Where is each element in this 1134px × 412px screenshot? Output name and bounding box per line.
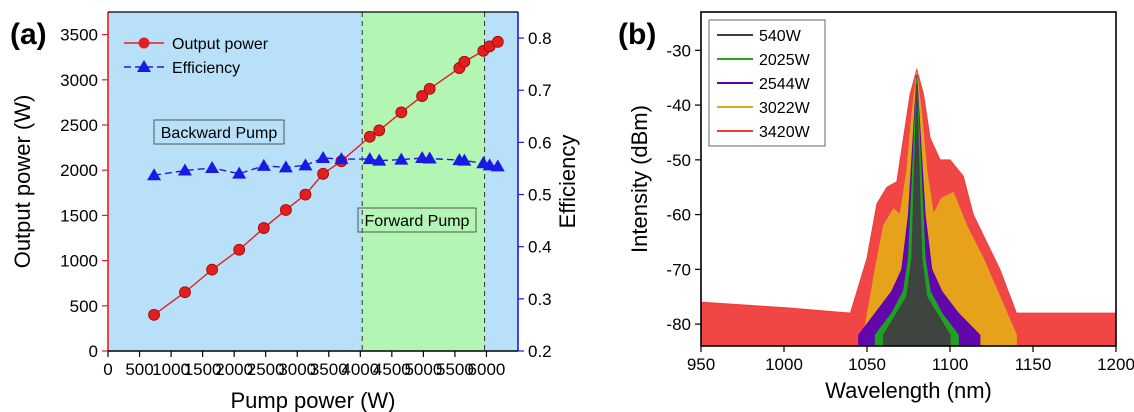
y-tick-label: 3000 xyxy=(60,71,98,90)
legend-marker-efficiency xyxy=(137,60,151,72)
data-point-output-power xyxy=(491,35,504,48)
data-point-efficiency xyxy=(232,166,247,179)
y-axis-label: Output power (W) xyxy=(10,95,35,269)
y-tick-label-b: -70 xyxy=(666,260,691,279)
legend-marker-output-power xyxy=(138,37,150,49)
y-axis-label-b: Intensity (dBm) xyxy=(627,105,652,253)
data-point-efficiency xyxy=(482,158,497,171)
x-tick-label: 4500 xyxy=(373,360,411,379)
y2-tick-label: 0.4 xyxy=(528,238,552,257)
x-tick-label: 3000 xyxy=(278,360,316,379)
data-point-output-power xyxy=(299,188,312,201)
x-tick-label: 2500 xyxy=(247,360,285,379)
y-tick-label-b: -50 xyxy=(666,151,691,170)
data-point-efficiency xyxy=(490,159,505,172)
legend-label-3022w: 3022W xyxy=(759,100,811,117)
y2-tick-label: 0.8 xyxy=(528,29,552,48)
data-point-output-power xyxy=(416,90,429,102)
y-tick-label: 1000 xyxy=(60,252,98,271)
x-tick-label-b: 1200 xyxy=(1097,355,1134,374)
data-point-efficiency xyxy=(256,158,271,171)
x-tick-label: 6000 xyxy=(468,360,506,379)
data-point-efficiency xyxy=(362,152,377,165)
plot-frame-b xyxy=(700,11,1117,347)
x-tick-label: 5000 xyxy=(404,360,442,379)
x-axis-label-b: Wavelength (nm) xyxy=(825,378,992,403)
y-tick-label-b: -80 xyxy=(666,315,691,334)
data-point-efficiency xyxy=(177,163,192,176)
data-point-efficiency xyxy=(147,168,162,181)
region-label-backward: Backward Pump xyxy=(161,125,278,142)
y-tick-label: 3500 xyxy=(60,26,98,45)
data-point-output-power xyxy=(257,222,270,234)
y2-tick-label: 0.6 xyxy=(528,133,552,152)
x-tick-label: 0 xyxy=(103,360,112,379)
x-tick-label-b: 1150 xyxy=(1015,355,1052,374)
y2-tick-label: 0.5 xyxy=(528,186,552,205)
x-tick-label: 2000 xyxy=(215,360,253,379)
x-tick-label: 1000 xyxy=(152,360,190,379)
x-tick-label: 1500 xyxy=(184,360,222,379)
data-point-efficiency xyxy=(205,160,220,173)
spectrum-540w xyxy=(883,83,951,347)
data-point-efficiency xyxy=(457,153,472,166)
region-bg-0 xyxy=(108,12,363,351)
x-tick-label-b: 950 xyxy=(687,355,715,374)
y-tick-label-b: -40 xyxy=(666,96,691,115)
y-tick-label-b: -30 xyxy=(666,41,691,60)
region-bg-2 xyxy=(484,12,518,351)
data-point-efficiency xyxy=(372,153,387,166)
data-point-output-power xyxy=(373,124,386,137)
x-tick-label: 5500 xyxy=(436,360,474,379)
y-tick-label: 2500 xyxy=(60,116,98,135)
y-tick-label-b: -60 xyxy=(666,206,691,225)
data-point-efficiency xyxy=(316,151,331,164)
legend-label-output-power: Output power xyxy=(172,36,269,53)
legend-label-efficiency: Efficiency xyxy=(172,60,240,77)
region-label-box-forward xyxy=(357,207,477,233)
data-point-output-power xyxy=(279,204,292,216)
y-tick-label: 2000 xyxy=(60,161,98,180)
y2-tick-label: 0.7 xyxy=(528,81,552,100)
chart-b: 950 1000 1050 1100 1150 1200 -30 -40 -50 -60 -70 -8… xyxy=(618,11,1134,403)
y2-tick-label: 0.3 xyxy=(528,290,552,309)
x-tick-label: 500 xyxy=(125,360,153,379)
x-axis-label: Pump power (W) xyxy=(230,388,395,412)
data-point-output-power xyxy=(179,286,191,299)
legend-label-2025w: 2025W xyxy=(759,52,811,69)
data-point-output-power xyxy=(458,55,471,68)
legend-label-540w: 540W xyxy=(759,28,802,45)
x-tick-label-b: 1000 xyxy=(765,355,803,374)
region-label-forward: Forward Pump xyxy=(365,213,470,230)
data-point-output-power xyxy=(363,130,376,143)
legend-label-3420w: 3420W xyxy=(759,124,811,141)
legend-label-2544w: 2544W xyxy=(759,76,811,93)
y-tick-label: 500 xyxy=(70,297,98,316)
data-point-efficiency xyxy=(334,152,349,165)
panel-label-b: (b) xyxy=(618,18,656,51)
data-point-efficiency xyxy=(422,151,437,164)
x-tick-label-b: 1050 xyxy=(848,355,886,374)
data-point-output-power xyxy=(148,308,160,321)
panel-label-a: (a) xyxy=(10,18,47,51)
y-tick-label: 1500 xyxy=(60,206,98,225)
region-label-box-backward xyxy=(153,119,285,145)
y-tick-label: 0 xyxy=(89,342,98,361)
data-point-output-power xyxy=(395,106,408,119)
data-point-output-power xyxy=(423,82,436,95)
data-point-output-power xyxy=(206,263,218,276)
y2-tick-label: 0.2 xyxy=(528,342,552,361)
data-point-output-power xyxy=(317,167,329,180)
x-tick-label: 3500 xyxy=(310,360,348,379)
x-tick-label-b: 1100 xyxy=(932,355,969,374)
data-point-efficiency xyxy=(298,158,313,171)
x-tick-label: 4000 xyxy=(341,360,379,379)
y2-axis-label: Efficiency xyxy=(555,135,580,229)
data-point-output-power xyxy=(233,243,246,256)
data-point-efficiency xyxy=(278,160,293,173)
data-point-efficiency xyxy=(394,152,409,165)
